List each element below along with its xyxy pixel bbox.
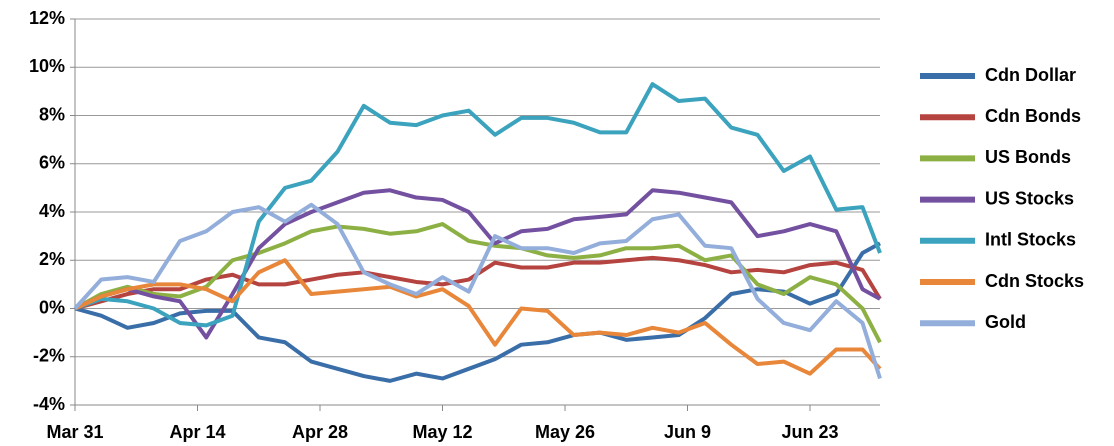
series-line [74,222,882,344]
series-line [74,255,882,311]
legend-label: Cdn Bonds [985,106,1081,126]
y-tick-label: -4% [33,394,65,414]
x-tick-label: Jun 9 [664,422,711,442]
legend-label: Cdn Stocks [985,271,1084,291]
series-line [74,188,881,340]
legend-label: Gold [985,312,1026,332]
y-tick-label: 4% [39,201,65,221]
x-tick-label: May 26 [535,422,595,442]
legend-label: Cdn Dollar [985,65,1076,85]
y-tick-label: 10% [29,56,65,76]
y-tick-label: 12% [29,8,65,28]
series-line [74,241,881,383]
series-line [74,82,882,328]
legend-label: US Bonds [985,147,1071,167]
y-tick-label: 0% [39,297,65,317]
legend-label: Intl Stocks [985,230,1076,250]
x-tick-label: Jun 23 [781,422,838,442]
x-tick-label: Mar 31 [46,422,103,442]
x-tick-label: May 12 [412,422,472,442]
series-line [73,202,882,380]
y-tick-label: 6% [39,153,65,173]
x-tick-label: Apr 28 [292,422,348,442]
y-tick-label: 8% [39,104,65,124]
y-tick-label: 2% [39,249,65,269]
series-line [74,258,882,376]
y-tick-label: -2% [33,346,65,366]
x-tick-label: Apr 14 [169,422,225,442]
legend-label: US Stocks [985,188,1074,208]
